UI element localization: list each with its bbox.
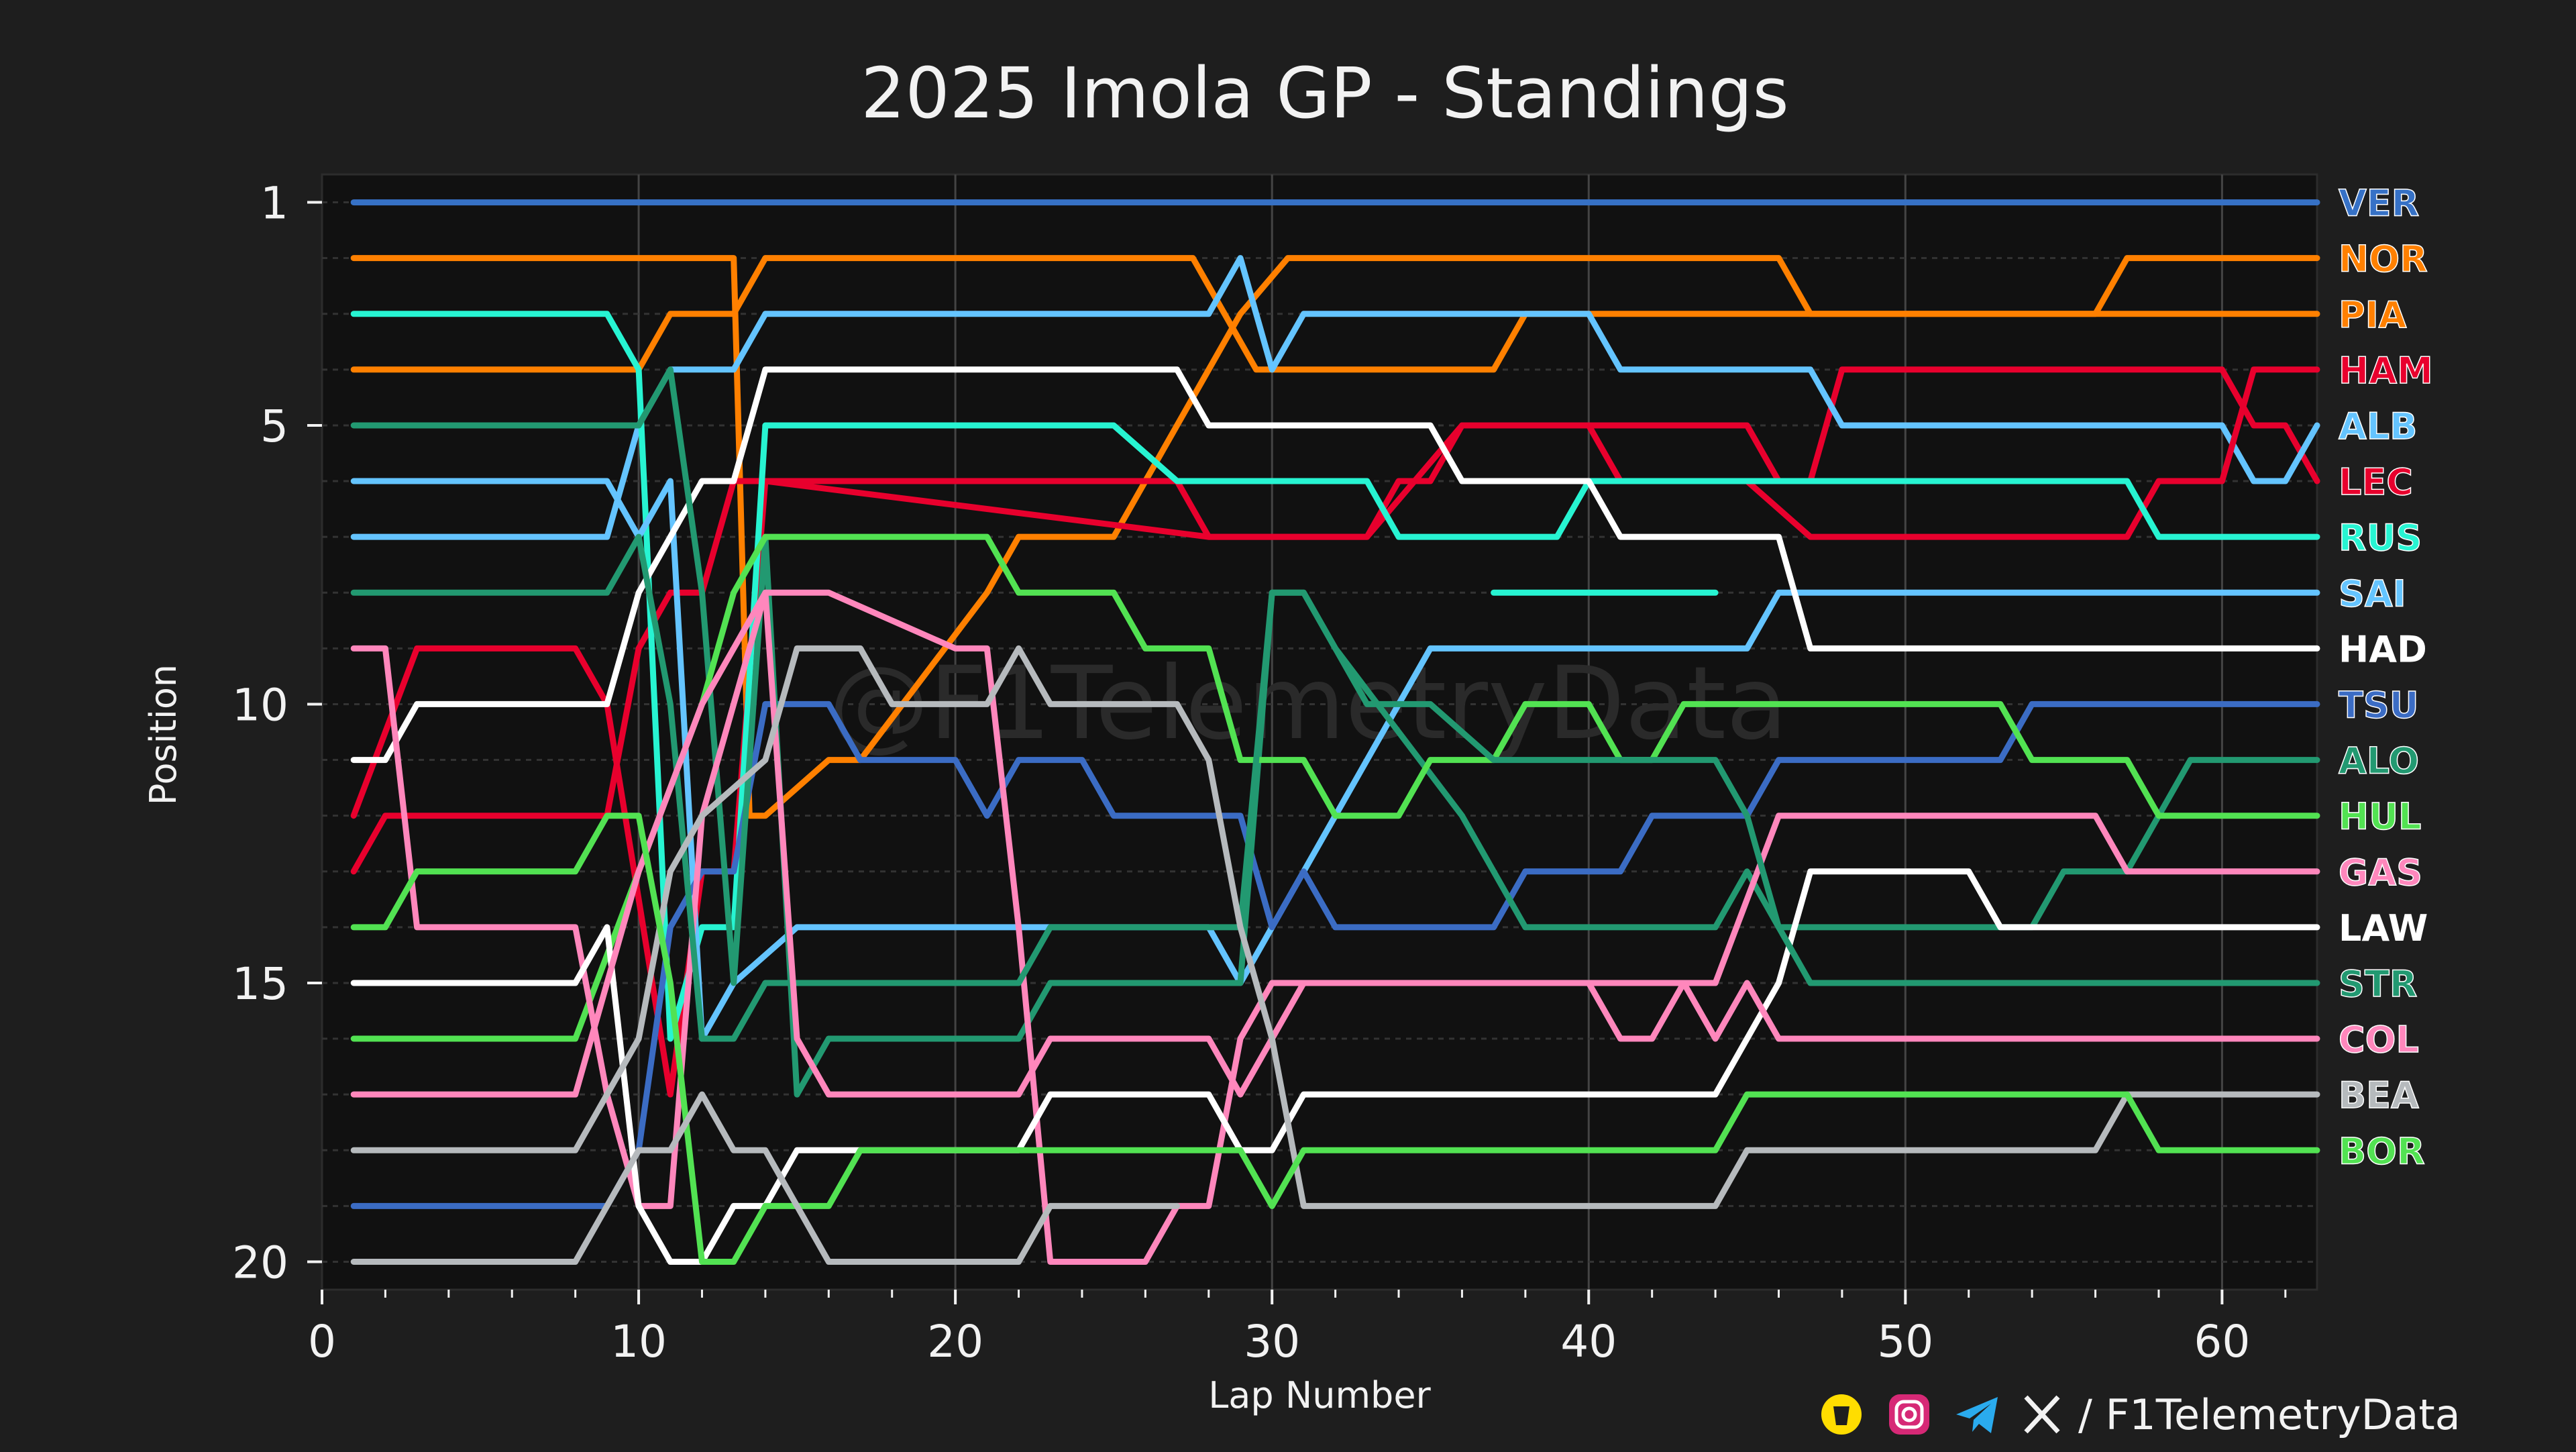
x-tick-label: 30	[1244, 1316, 1300, 1367]
driver-label-nor: NOR	[2339, 238, 2428, 280]
buymeacoffee-icon[interactable]	[1821, 1394, 1862, 1435]
driver-label-tsu: TSU	[2339, 684, 2419, 726]
driver-label-ham: HAM	[2339, 350, 2433, 392]
telegram-icon[interactable]	[1956, 1397, 1998, 1433]
series-line-hul	[350, 533, 2320, 1042]
driver-legend: VER NOR PIA HAM ALB LEC RUS SAI HAD TSU ALO HUL GAS L…	[2338, 182, 2433, 1173]
driver-label-alo: ALO	[2339, 740, 2419, 782]
y-tick-label: 15	[232, 958, 288, 1010]
driver-label-ver: VER	[2339, 183, 2419, 225]
driver-label-law: LAW	[2339, 907, 2428, 949]
x-tick-label: 20	[927, 1316, 983, 1367]
series-line	[350, 1091, 1181, 1265]
chart-title: 2025 Imola GP - Standings	[861, 52, 1788, 134]
series-line-bea	[350, 645, 2320, 1209]
y-tick-label: 10	[232, 679, 288, 731]
driver-label-lec: LEC	[2339, 461, 2413, 503]
driver-label-rus: RUS	[2339, 517, 2422, 559]
driver-label-bea: BEA	[2339, 1074, 2419, 1117]
driver-label-bor: BOR	[2339, 1130, 2425, 1172]
series-line-bor	[350, 813, 2320, 1265]
x-axis-label: Lap Number	[1208, 1374, 1431, 1416]
y-tick-label: 20	[232, 1237, 288, 1288]
series-line-rus	[350, 311, 2320, 1042]
series-line-str	[350, 533, 2320, 1042]
social-handle[interactable]: / F1TelemetryData	[2078, 1390, 2461, 1439]
driver-label-had: HAD	[2339, 628, 2427, 670]
x-tick-label: 10	[610, 1316, 667, 1367]
y-axis-label: Position	[142, 664, 184, 805]
series-line-pia	[350, 255, 2320, 819]
driver-label-sai: SAI	[2339, 572, 2406, 615]
y-tick-label: 5	[260, 401, 288, 452]
x-tick-label: 60	[2194, 1316, 2250, 1367]
driver-label-str: STR	[2339, 963, 2417, 1005]
driver-label-hul: HUL	[2339, 796, 2421, 838]
x-tick-label: 40	[1560, 1316, 1617, 1367]
driver-label-pia: PIA	[2339, 294, 2407, 336]
x-icon[interactable]	[2024, 1395, 2060, 1434]
series-line-had	[350, 366, 2320, 764]
series-line-law	[350, 868, 2320, 1265]
driver-label-alb: ALB	[2339, 405, 2417, 448]
driver-label-col: COL	[2339, 1019, 2419, 1061]
driver-label-gas: GAS	[2339, 851, 2422, 894]
instagram-icon[interactable]	[1889, 1394, 1929, 1435]
series-line-sai	[350, 478, 2320, 1042]
series-lines	[350, 199, 2320, 1265]
series-line-nor	[350, 255, 2320, 373]
series-line-col	[350, 589, 2320, 1098]
x-tick-label: 0	[308, 1316, 336, 1367]
footer: / F1TelemetryData	[1821, 1390, 2461, 1439]
series-line-tsu	[350, 701, 2320, 1209]
y-tick-label: 1	[260, 178, 288, 229]
x-tick-label: 50	[1877, 1316, 1933, 1367]
